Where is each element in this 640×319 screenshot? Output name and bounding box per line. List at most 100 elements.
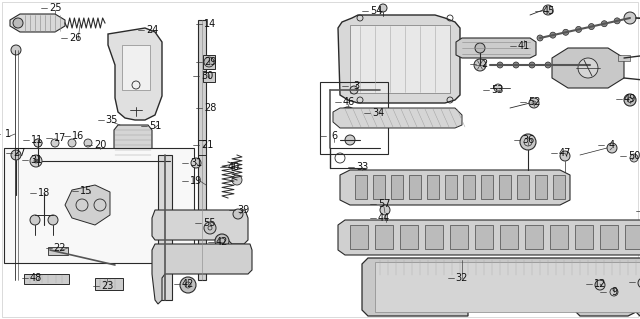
Circle shape [180,277,196,293]
Circle shape [610,288,618,296]
Polygon shape [108,28,162,120]
Text: 42: 42 [216,237,228,247]
Bar [475,225,493,249]
Circle shape [350,86,358,94]
Circle shape [51,139,59,147]
Text: 45: 45 [543,6,555,16]
Circle shape [537,35,543,41]
Text: 17: 17 [54,133,66,143]
Text: 21: 21 [201,140,213,150]
Circle shape [529,62,535,68]
Bar [375,262,640,312]
Circle shape [588,24,595,30]
Circle shape [575,26,582,33]
Text: 40: 40 [228,162,240,172]
Circle shape [204,57,214,67]
Text: 28: 28 [204,103,216,113]
Circle shape [204,222,216,234]
Circle shape [340,107,356,123]
Bar [350,25,450,93]
Text: 50: 50 [628,151,640,161]
Text: 46: 46 [343,97,355,107]
Text: 23: 23 [101,281,113,291]
Circle shape [345,135,355,145]
Bar [445,175,457,199]
Circle shape [474,59,486,71]
Circle shape [379,4,387,12]
Bar [535,175,547,199]
Circle shape [607,143,617,153]
Text: 33: 33 [356,162,368,172]
Circle shape [497,62,503,68]
Circle shape [232,175,242,185]
Bar [625,225,640,249]
Circle shape [494,84,502,92]
Circle shape [215,234,229,248]
Text: 29: 29 [204,57,216,67]
Bar [525,225,543,249]
Circle shape [513,62,519,68]
Text: 2: 2 [481,59,487,69]
Circle shape [550,32,556,38]
Polygon shape [152,244,252,304]
Bar [320,82,388,154]
Text: 52: 52 [528,97,540,107]
Text: 24: 24 [146,25,158,35]
Polygon shape [114,125,152,160]
Circle shape [68,139,76,147]
Circle shape [545,62,551,68]
Text: 51: 51 [149,121,161,131]
Circle shape [638,278,640,288]
Circle shape [475,43,485,53]
Bar [95,278,123,290]
Text: 32: 32 [456,273,468,283]
Bar [553,175,565,199]
Bar [427,175,439,199]
Polygon shape [333,108,462,128]
Text: 47: 47 [559,148,571,158]
Bar [550,225,568,249]
Polygon shape [340,170,570,205]
Text: 39: 39 [237,205,249,215]
Text: 25: 25 [49,3,61,13]
Circle shape [191,158,201,168]
Bar [48,247,68,255]
Text: 34: 34 [372,108,384,118]
Text: 14: 14 [204,19,216,29]
Polygon shape [456,38,536,58]
Bar [203,55,215,69]
Circle shape [520,134,536,150]
Bar [373,175,385,199]
Circle shape [11,150,21,160]
Text: 1: 1 [5,129,11,139]
Bar [355,175,367,199]
Polygon shape [338,15,460,103]
Text: 57: 57 [378,199,390,209]
Circle shape [624,94,636,106]
Polygon shape [10,14,65,32]
Text: 55: 55 [203,218,215,228]
Text: 18: 18 [38,188,50,198]
Text: 4: 4 [609,140,615,150]
Bar [375,225,393,249]
Circle shape [48,215,58,225]
Text: 19: 19 [190,176,202,186]
Bar [409,175,421,199]
Bar [4,148,194,263]
Polygon shape [152,210,248,244]
Circle shape [560,151,570,161]
Bar [203,72,215,82]
Text: 11: 11 [31,135,43,145]
Circle shape [563,29,569,35]
Circle shape [578,58,598,78]
Bar [391,175,403,199]
Circle shape [577,62,583,68]
Circle shape [380,205,390,215]
Text: 26: 26 [69,33,81,43]
Bar [450,225,468,249]
Circle shape [602,21,607,27]
Bar [575,225,593,249]
Polygon shape [362,258,640,316]
Bar [481,175,493,199]
Circle shape [595,280,605,290]
